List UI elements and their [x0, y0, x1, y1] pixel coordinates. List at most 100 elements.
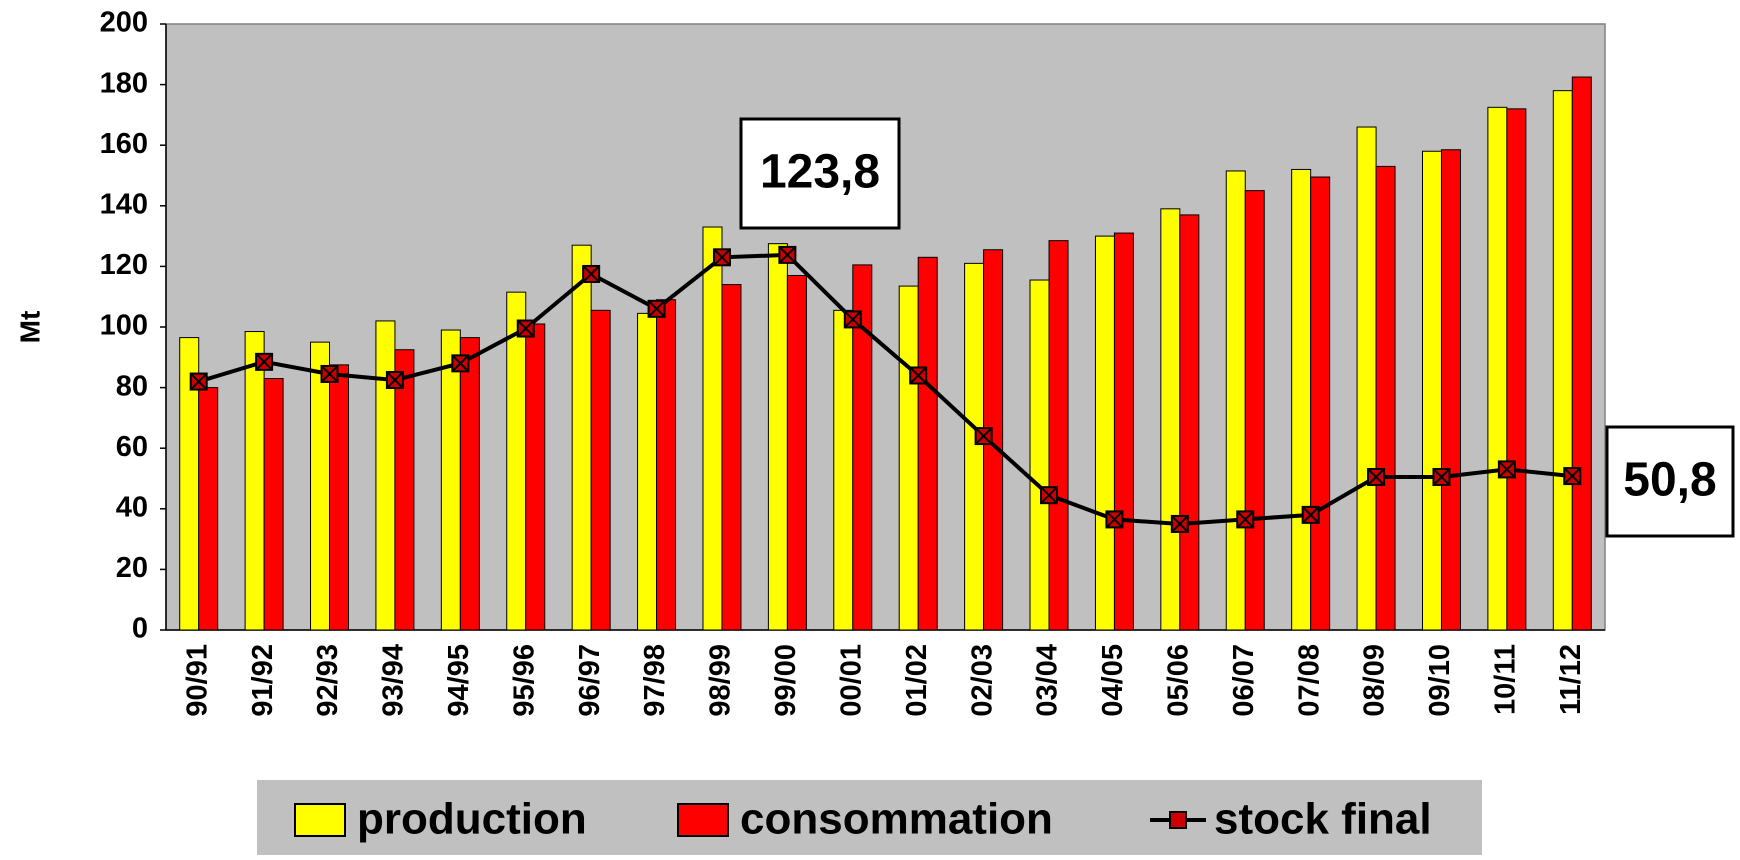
marker	[451, 354, 470, 373]
x-tick-label: 05/06	[1162, 644, 1194, 717]
bar	[1113, 232, 1134, 631]
marker	[778, 245, 797, 264]
legend-marker	[1169, 811, 1187, 829]
x-tick-label: 04/05	[1097, 644, 1129, 717]
y-tick-label: 0	[132, 613, 148, 645]
x-tick-label: 93/94	[378, 644, 410, 717]
legend-label: stock final	[1214, 795, 1432, 844]
bar	[917, 256, 938, 631]
marker-cross	[1237, 511, 1253, 528]
line	[198, 252, 1573, 526]
marker-cross	[1041, 487, 1057, 503]
marker-cross	[1106, 511, 1123, 528]
y-tick-label: 180	[100, 67, 148, 99]
x-tick-label: 08/09	[1359, 644, 1391, 717]
bar	[310, 341, 331, 631]
marker-cross	[1564, 468, 1581, 484]
bar	[263, 378, 284, 631]
bar	[1048, 240, 1069, 631]
x-tick-label: 00/01	[835, 644, 867, 717]
x-tick-label: 02/03	[966, 644, 998, 717]
marker-cross	[583, 266, 599, 282]
marker	[385, 371, 404, 390]
marker-cross	[256, 354, 272, 370]
legend-swatch	[294, 803, 346, 837]
x-tick-label: 03/04	[1032, 644, 1064, 717]
marker	[320, 364, 339, 383]
x-tick-label: 07/08	[1293, 644, 1325, 717]
marker-cross	[452, 355, 469, 372]
y-tick-label: 60	[116, 431, 148, 463]
bar	[1375, 165, 1396, 631]
marker	[1563, 467, 1582, 486]
bar	[590, 309, 611, 631]
annotation-box	[739, 117, 901, 230]
marker	[516, 319, 535, 338]
bar	[1506, 108, 1527, 631]
y-tick-label: 40	[116, 491, 148, 523]
bar	[459, 337, 480, 631]
x-tick-label: 95/96	[508, 644, 540, 717]
x-tick-label: 98/99	[705, 644, 737, 717]
bar	[1310, 176, 1331, 631]
bar	[786, 274, 807, 631]
bar	[1179, 214, 1200, 631]
bar	[440, 329, 461, 631]
x-tick-label: 01/02	[901, 644, 933, 717]
marker	[909, 366, 928, 385]
y-tick-label: 20	[116, 552, 148, 584]
marker-cross	[1172, 516, 1188, 532]
marker	[1236, 510, 1255, 529]
marker	[1301, 505, 1320, 524]
bar	[637, 312, 658, 631]
marker	[255, 352, 274, 371]
bar	[375, 320, 396, 631]
marker-cross	[779, 247, 796, 263]
y-axis-label: Mt	[14, 311, 45, 344]
marker	[582, 264, 601, 283]
bar	[656, 299, 677, 631]
bar	[244, 331, 265, 631]
x-tick-label: 91/92	[247, 644, 279, 717]
marker-cross	[648, 301, 665, 317]
marker	[974, 427, 993, 446]
legend-swatch	[677, 803, 729, 837]
marker	[1170, 514, 1189, 533]
bar	[571, 244, 592, 631]
x-tick-label: 96/97	[574, 644, 606, 717]
marker-cross	[1368, 469, 1384, 485]
bar	[329, 364, 350, 631]
legend-label: consommation	[740, 795, 1053, 844]
marker	[1040, 486, 1059, 505]
bar	[833, 309, 854, 631]
annotation-box	[1605, 425, 1735, 538]
bar	[964, 262, 985, 631]
y-tick-label: 160	[100, 128, 148, 160]
marker-cross	[321, 366, 338, 382]
x-tick-label: 90/91	[181, 644, 213, 717]
y-tick-label: 100	[100, 310, 148, 342]
marker-cross	[190, 373, 207, 390]
x-tick-label: 09/10	[1424, 644, 1456, 717]
bar	[525, 323, 546, 631]
marker-cross	[1499, 461, 1515, 478]
marker-cross	[518, 320, 534, 337]
bar	[1029, 279, 1050, 631]
marker	[712, 248, 731, 267]
marker	[1105, 510, 1124, 529]
x-tick-label: 99/00	[770, 644, 802, 717]
y-tick-label: 200	[100, 7, 148, 39]
bar	[198, 387, 219, 631]
bar	[506, 291, 527, 631]
bar	[1094, 235, 1115, 631]
x-tick-label: 92/93	[312, 644, 344, 717]
marker-cross	[387, 372, 403, 388]
annotation: 50,8	[1623, 454, 1716, 507]
annotation: 123,8	[760, 146, 880, 199]
marker-cross	[1433, 469, 1450, 485]
bar	[702, 226, 723, 631]
marker	[843, 310, 862, 329]
bar	[1421, 150, 1442, 631]
marker-cross	[975, 428, 992, 444]
